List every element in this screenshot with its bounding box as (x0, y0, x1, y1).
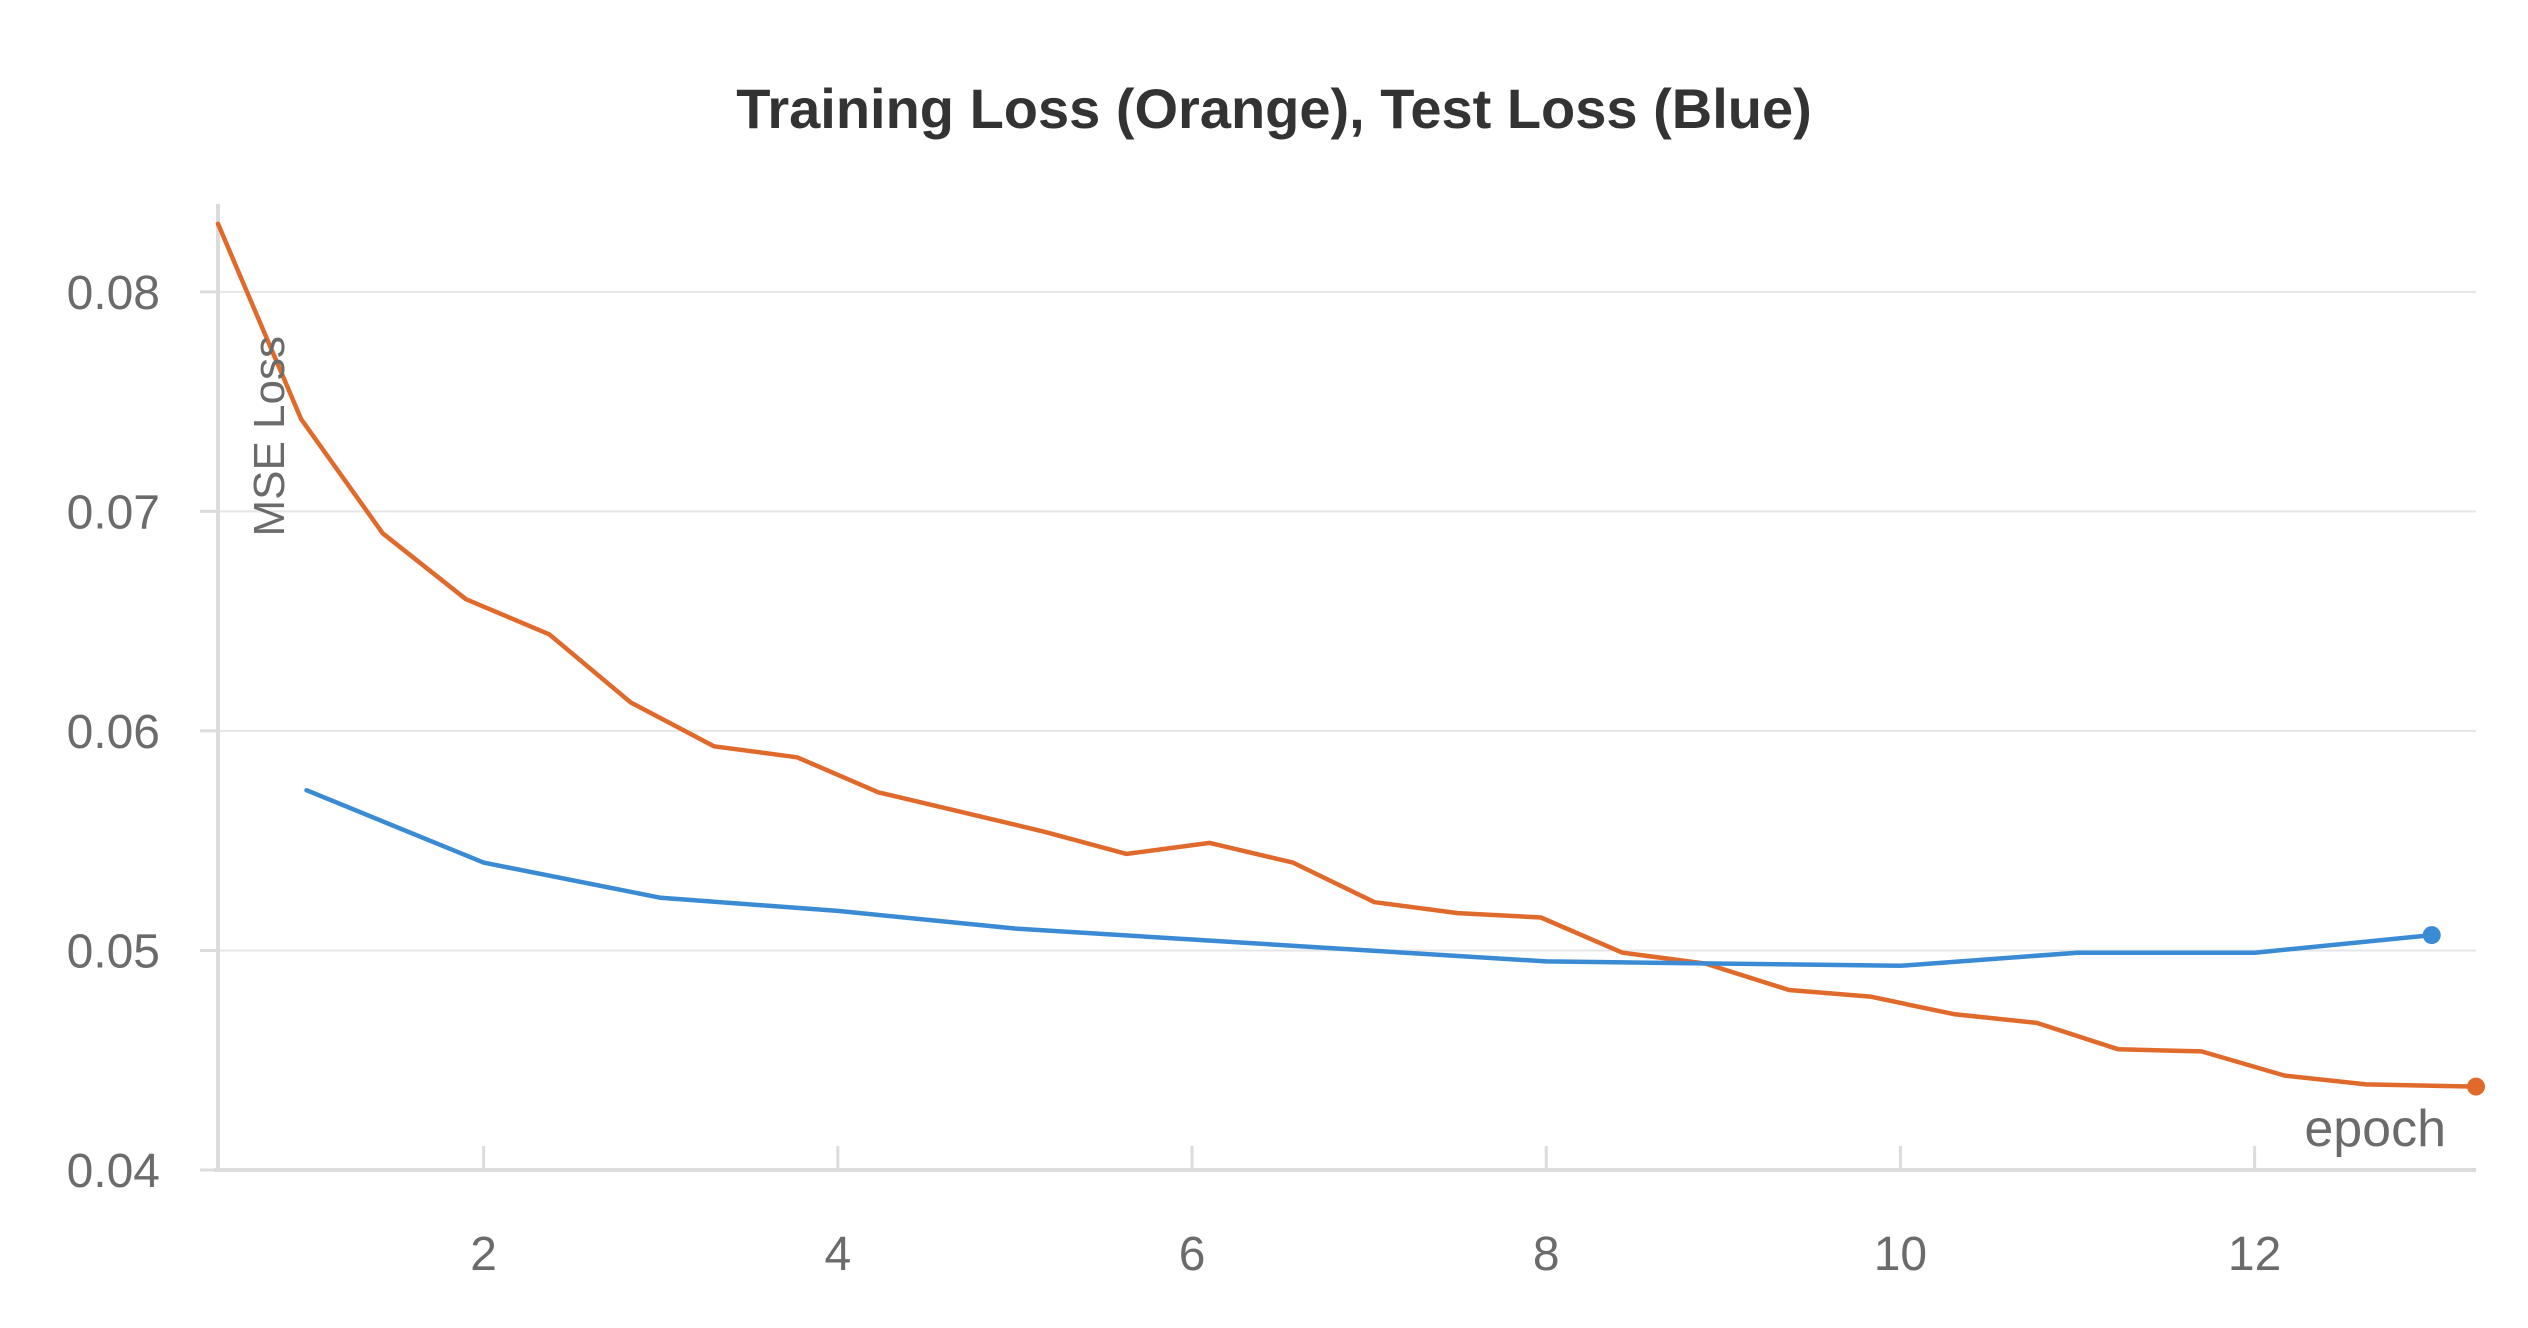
x-ticks: 2 4 6 8 10 12 (470, 1146, 2281, 1281)
x-tick-label: 12 (2228, 1228, 2281, 1281)
series (215, 221, 2485, 1096)
test-loss-end-point (2422, 926, 2441, 945)
x-tick-label: 10 (1874, 1228, 1927, 1281)
training-loss-line (215, 221, 2479, 1089)
y-tick-label: 0.05 (67, 925, 160, 978)
y-tick-label: 0.06 (67, 706, 160, 759)
x-tick-label: 2 (470, 1228, 497, 1281)
training-loss-end-point (2467, 1077, 2485, 1096)
y-axis-title: MSE Loss (245, 336, 294, 537)
gridlines (218, 290, 2476, 952)
y-tick-label: 0.04 (67, 1145, 160, 1198)
x-tick-label: 4 (824, 1228, 851, 1281)
axes (214, 204, 2476, 1172)
x-tick-label: 8 (1533, 1228, 1560, 1281)
x-tick-label: 6 (1179, 1228, 1206, 1281)
y-tick-label: 0.07 (67, 486, 160, 539)
chart-title: Training Loss (Orange), Test Loss (Blue) (736, 77, 1812, 140)
y-tick-label: 0.08 (67, 267, 160, 320)
test-loss-line (304, 787, 2434, 969)
y-ticks: 0.04 0.05 0.06 0.07 0.08 (67, 267, 218, 1198)
x-axis-title: epoch (2304, 1100, 2446, 1158)
